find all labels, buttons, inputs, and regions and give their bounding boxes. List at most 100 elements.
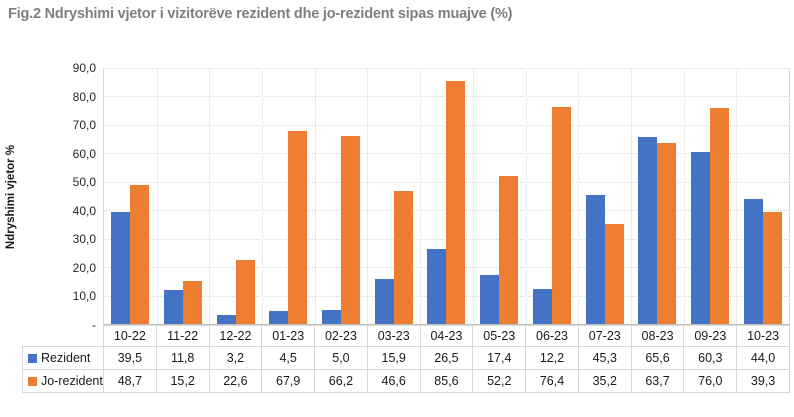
bar-group-09-23 [684, 68, 737, 324]
table-corner-cell [23, 326, 104, 347]
bar-rezident-12-22 [216, 314, 236, 324]
value-cell: 22,6 [208, 369, 263, 393]
gridline-vertical [156, 68, 158, 324]
bar-jo-rezident-05-23 [499, 175, 519, 324]
y-tick-label: 40,0 [72, 203, 96, 218]
bar-jo-rezident-12-22 [235, 259, 255, 324]
value-cell: 39,3 [736, 369, 790, 393]
bar-group-08-23 [631, 68, 684, 324]
bar-jo-rezident-07-23 [604, 223, 624, 324]
bar-rezident-05-23 [480, 274, 500, 324]
bar-rezident-08-23 [638, 137, 658, 324]
month-header-cell: 07-23 [577, 325, 632, 347]
bar-group-12-22 [209, 68, 262, 324]
value-cell: 65,6 [630, 346, 685, 370]
bar-jo-rezident-10-23 [762, 212, 782, 324]
bar-jo-rezident-08-23 [657, 142, 677, 324]
month-header-cell: 10-22 [103, 325, 157, 347]
value-cell: 45,3 [577, 346, 632, 370]
month-header-cell: 05-23 [472, 325, 527, 347]
series-name-label: Jo-rezident [41, 374, 103, 388]
value-cell: 15,9 [366, 346, 421, 370]
bar-jo-rezident-01-23 [288, 130, 308, 324]
month-header-cell: 12-22 [208, 325, 263, 347]
bar-jo-rezident-09-23 [709, 107, 729, 324]
value-cell: 26,5 [419, 346, 474, 370]
gridline-vertical [262, 68, 264, 324]
y-tick-label: 50,0 [72, 175, 96, 190]
month-header-cell: 02-23 [314, 325, 368, 347]
month-header-cell: 11-22 [155, 325, 210, 347]
bar-jo-rezident-03-23 [393, 191, 413, 324]
value-cell: 63,7 [630, 369, 685, 393]
bar-rezident-10-22 [111, 211, 131, 324]
gridline-vertical [314, 68, 316, 324]
y-tick-label: 30,0 [72, 232, 96, 247]
month-header-cell: 09-23 [683, 325, 738, 347]
bar-rezident-11-22 [164, 290, 184, 324]
bar-group-02-23 [315, 68, 368, 324]
gridline-vertical [472, 68, 474, 324]
y-tick-label: 60,0 [72, 146, 96, 161]
value-cell: 39,5 [103, 346, 157, 370]
legend-swatch-icon [28, 377, 37, 386]
gridline-vertical [630, 68, 632, 324]
bar-jo-rezident-11-22 [183, 280, 203, 324]
bar-rezident-06-23 [532, 289, 552, 324]
legend-cell: Rezident [22, 346, 104, 370]
plot-area [103, 68, 790, 325]
value-cell: 44,0 [736, 346, 790, 370]
y-tick-label: 10,0 [72, 289, 96, 304]
month-header-cell: 06-23 [525, 325, 579, 347]
bar-rezident-04-23 [427, 248, 447, 324]
gridline-vertical [525, 68, 527, 324]
value-cell: 48,7 [103, 369, 157, 393]
bar-rezident-07-23 [585, 195, 605, 324]
bar-group-06-23 [526, 68, 579, 324]
y-tick-label: 70,0 [72, 118, 96, 133]
legend-cell: Jo-rezident [22, 369, 104, 393]
table-header-row: 10-22 11-22 12-22 01-23 02-23 03-23 04-23 05-23… [23, 325, 790, 347]
month-header-cell: 10-23 [736, 325, 790, 347]
bar-group-05-23 [473, 68, 526, 324]
data-table-body: 10-22 11-22 12-22 01-23 02-23 03-23 04-23 05-23… [22, 325, 790, 393]
y-tick-label: 80,0 [72, 89, 96, 104]
gridline-horizontal [104, 68, 789, 69]
legend-swatch-icon [28, 354, 37, 363]
value-cell: 76,4 [525, 369, 579, 393]
chart-title: Fig.2 Ndryshimi vjetor i vizitorëve rezi… [8, 6, 513, 22]
gridline-vertical [420, 68, 422, 324]
bar-group-04-23 [420, 68, 473, 324]
bar-rezident-01-23 [269, 311, 289, 324]
value-cell: 76,0 [683, 369, 738, 393]
value-cell: 17,4 [472, 346, 527, 370]
month-header-cell: 04-23 [419, 325, 474, 347]
bar-rezident-02-23 [322, 309, 342, 324]
gridline-vertical [683, 68, 685, 324]
value-cell: 35,2 [577, 369, 632, 393]
bar-rezident-10-23 [743, 198, 763, 324]
value-cell: 67,9 [261, 369, 316, 393]
value-cell: 3,2 [208, 346, 263, 370]
bar-group-11-22 [157, 68, 210, 324]
table-row-rezident: Rezident 39,5 11,8 3,2 4,5 5,0 15,9 26,5 17,4 12,… [22, 346, 790, 370]
value-cell: 12,2 [525, 346, 579, 370]
gridline-vertical [736, 68, 738, 324]
value-cell: 66,2 [314, 369, 368, 393]
bar-group-01-23 [262, 68, 315, 324]
value-cell: 11,8 [155, 346, 210, 370]
bar-rezident-09-23 [690, 152, 710, 324]
bar-group-07-23 [578, 68, 631, 324]
bar-jo-rezident-04-23 [446, 80, 466, 324]
value-cell: 5,0 [314, 346, 368, 370]
bar-jo-rezident-06-23 [551, 106, 571, 324]
value-cell: 85,6 [419, 369, 474, 393]
y-tick-label: 90,0 [72, 61, 96, 75]
series-name-label: Rezident [41, 351, 91, 365]
gridline-vertical [367, 68, 369, 324]
gridline-vertical [578, 68, 580, 324]
value-cell: 4,5 [261, 346, 316, 370]
data-table: 10-22 11-22 12-22 01-23 02-23 03-23 04-23 05-23… [22, 325, 790, 393]
y-axis-ticks: 90,0 80,0 70,0 60,0 50,0 40,0 30,0 20,0 10,0 - [0, 61, 96, 332]
